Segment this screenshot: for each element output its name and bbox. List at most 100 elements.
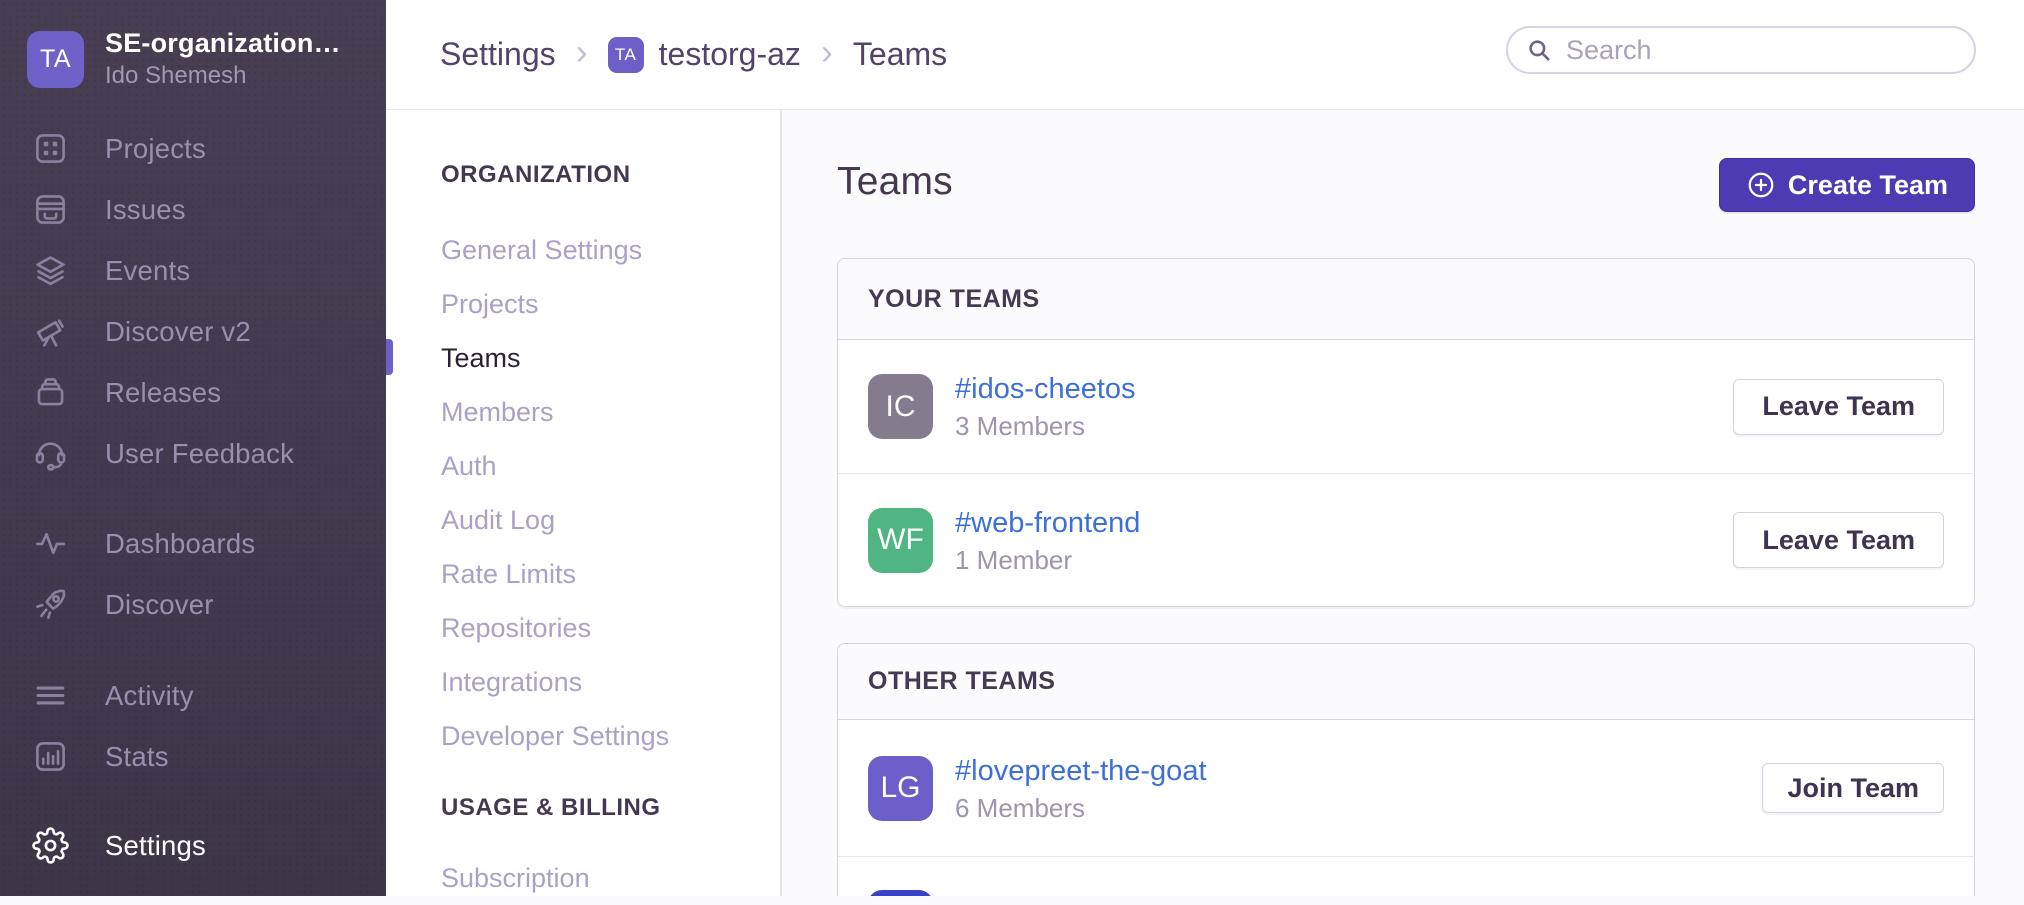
search-icon: [1529, 40, 1550, 61]
search-input[interactable]: [1564, 33, 1974, 67]
sidebar-item-label: Stats: [105, 740, 169, 772]
sidebar-item-label: Projects: [105, 132, 206, 164]
headset-icon: [30, 434, 70, 474]
sidebar-item-label: User Feedback: [105, 437, 295, 469]
subnav-org-list: General Settings Projects Teams Members …: [441, 223, 669, 763]
subnav-item-auth[interactable]: Auth: [441, 451, 497, 481]
rocket-icon: [30, 585, 70, 625]
sidebar-item-label: Releases: [105, 376, 222, 408]
org-badge: TA: [607, 36, 644, 73]
org-meta: SE-organization… Ido Shemesh: [105, 27, 370, 91]
breadcrumb-teams[interactable]: Teams: [852, 36, 948, 72]
subnav-billing-list: Subscription: [441, 851, 590, 905]
subnav-item-audit-log[interactable]: Audit Log: [441, 505, 556, 535]
subnav-item-projects[interactable]: Projects: [441, 289, 539, 319]
sidebar-item-releases[interactable]: Releases: [0, 362, 386, 423]
team-info: #web-frontend 1 Member: [955, 506, 1733, 575]
sidebar-nav-group-discover: Dashboards Discover: [0, 513, 386, 635]
breadcrumb: Settings › TA testorg-az › Teams: [440, 31, 947, 79]
other-teams-panel: OTHER TEAMS LG #lovepreet-the-goat 6 Mem…: [837, 643, 1975, 896]
team-row-partial: [838, 856, 1974, 896]
events-layers-icon: [30, 251, 70, 291]
team-avatar: WF: [868, 507, 933, 573]
subnav-item-members[interactable]: Members: [441, 397, 554, 427]
subnav-item-rate-limits[interactable]: Rate Limits: [441, 559, 577, 589]
your-teams-panel: YOUR TEAMS IC #idos-cheetos 3 Members Le…: [837, 258, 1975, 607]
team-info: #lovepreet-the-goat 6 Members: [955, 754, 1762, 823]
plus-circle-icon: [1748, 172, 1774, 198]
sidebar-item-label: Events: [105, 254, 191, 286]
team-avatar: IC: [868, 374, 933, 439]
sidebar-item-events[interactable]: Events: [0, 240, 386, 301]
sidebar-item-dashboards[interactable]: Dashboards: [0, 513, 386, 574]
org-user-name: Ido Shemesh: [105, 62, 247, 89]
chevron-right-icon: ›: [575, 30, 588, 72]
sidebar-item-user-feedback[interactable]: User Feedback: [0, 423, 386, 484]
breadcrumb-settings[interactable]: Settings: [440, 36, 556, 72]
team-avatar: LG: [868, 755, 933, 821]
subnav-item-repositories[interactable]: Repositories: [441, 613, 592, 643]
breadcrumb-org-label: testorg-az: [658, 36, 801, 72]
subnav-item-developer-settings[interactable]: Developer Settings: [441, 721, 670, 751]
leave-team-button[interactable]: Leave Team: [1733, 378, 1944, 435]
list-lines-icon: [30, 676, 70, 716]
subnav-item-general-settings[interactable]: General Settings: [441, 235, 643, 265]
sidebar-item-settings[interactable]: Settings: [0, 815, 386, 876]
org-name: SE-organization…: [105, 28, 341, 58]
sidebar-item-label: Settings: [105, 829, 206, 861]
subnav-item-subscription[interactable]: Subscription: [441, 863, 590, 893]
chevron-right-icon: ›: [820, 30, 833, 72]
panel-header-label: OTHER TEAMS: [868, 667, 1056, 695]
sidebar-item-label: Dashboards: [105, 527, 256, 559]
gear-icon: [30, 826, 70, 866]
team-row-lovepreet-the-goat: LG #lovepreet-the-goat 6 Members Join Te…: [838, 720, 1974, 856]
org-avatar: TA: [27, 30, 84, 88]
search-box[interactable]: [1506, 26, 1976, 74]
create-team-button[interactable]: Create Team: [1718, 158, 1975, 212]
sidebar-item-label: Issues: [105, 193, 186, 225]
sidebar-item-issues[interactable]: Issues: [0, 179, 386, 240]
sidebar-item-label: Activity: [105, 679, 194, 711]
team-member-count: 3 Members: [955, 411, 1086, 441]
sidebar-item-activity[interactable]: Activity: [0, 665, 386, 726]
create-team-label: Create Team: [1787, 169, 1948, 200]
main-header: Teams Create Team: [837, 154, 1975, 212]
your-teams-panel-header: YOUR TEAMS: [838, 259, 1974, 340]
org-switcher[interactable]: TA SE-organization… Ido Shemesh: [27, 27, 370, 91]
sidebar-item-stats[interactable]: Stats: [0, 726, 386, 787]
leave-team-button[interactable]: Leave Team: [1733, 512, 1944, 568]
telescope-icon: [30, 312, 70, 352]
issues-inbox-icon: [30, 190, 70, 230]
panel-header-label: YOUR TEAMS: [868, 284, 1040, 313]
team-name-link[interactable]: #lovepreet-the-goat: [955, 754, 1207, 787]
team-member-count: 1 Member: [955, 544, 1073, 575]
team-info: #idos-cheetos 3 Members: [955, 372, 1733, 441]
team-avatar: [868, 890, 933, 896]
subnav-section-organization: ORGANIZATION: [441, 161, 631, 188]
sidebar-nav-group-settings: Settings: [0, 815, 386, 876]
subnav-item-teams[interactable]: Teams: [441, 343, 521, 373]
top-header-bar: Settings › TA testorg-az › Teams: [386, 0, 2024, 110]
sidebar-nav-group-primary: Projects Issues Events: [0, 118, 386, 484]
sidebar-item-discover-v2[interactable]: Discover v2: [0, 301, 386, 362]
team-row-idos-cheetos: IC #idos-cheetos 3 Members Leave Team: [838, 340, 1974, 473]
sidebar-item-projects[interactable]: Projects: [0, 118, 386, 179]
join-team-button[interactable]: Join Team: [1762, 763, 1944, 813]
sidebar-item-discover[interactable]: Discover: [0, 574, 386, 635]
subnav-section-usage-billing: USAGE & BILLING: [441, 794, 661, 821]
subnav-item-integrations[interactable]: Integrations: [441, 667, 583, 697]
main-content: Teams Create Team YOUR TEAMS IC #idos-ch…: [782, 110, 2024, 896]
settings-subnav: ORGANIZATION General Settings Projects T…: [386, 110, 782, 896]
page-title: Teams: [837, 160, 953, 203]
team-member-count: 6 Members: [955, 792, 1086, 823]
team-name-link[interactable]: #web-frontend: [955, 506, 1141, 539]
sidebar-nav-group-activity: Activity Stats: [0, 665, 386, 787]
projects-grid-icon: [30, 129, 70, 169]
bar-chart-icon: [30, 737, 70, 777]
sidebar-item-label: Discover: [105, 588, 214, 620]
active-item-indicator: [386, 339, 393, 375]
breadcrumb-org[interactable]: TA testorg-az: [607, 36, 801, 73]
team-name-link[interactable]: #idos-cheetos: [955, 373, 1136, 405]
other-teams-panel-header: OTHER TEAMS: [838, 644, 1974, 720]
team-row-web-frontend: WF #web-frontend 1 Member Leave Team: [838, 473, 1974, 606]
